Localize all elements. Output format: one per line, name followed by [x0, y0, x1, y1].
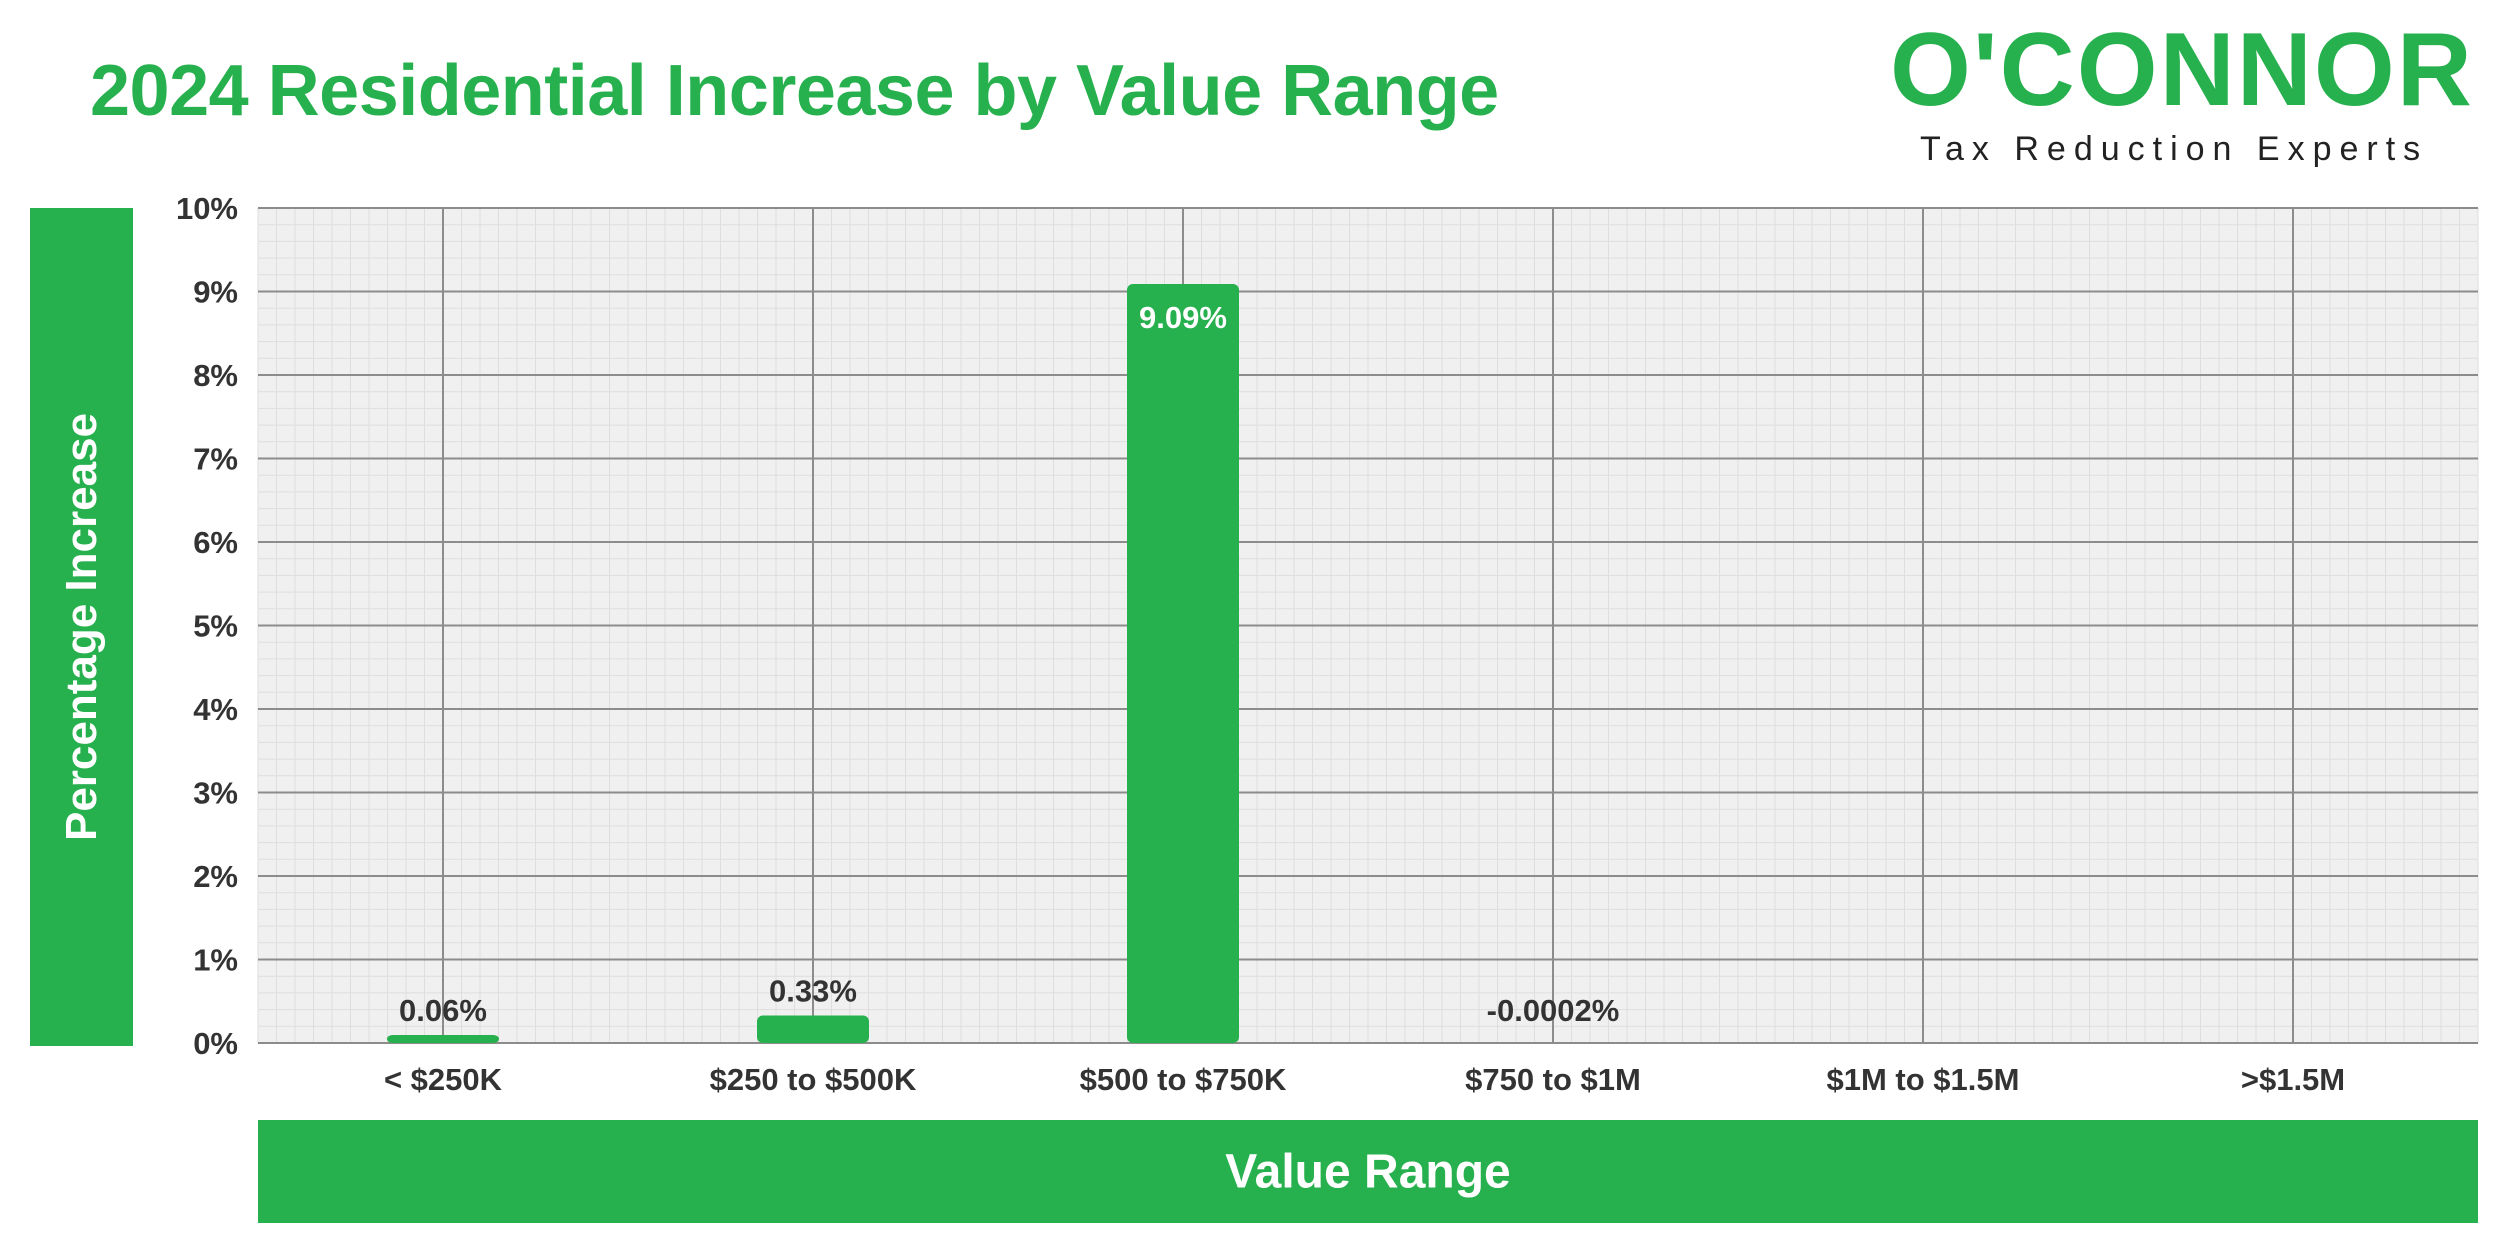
- y-axis-title-band: Percentage Increase: [30, 208, 133, 1046]
- y-tick-label: 8%: [193, 358, 238, 393]
- y-tick-label: 5%: [193, 609, 238, 644]
- y-tick-label: 1%: [193, 943, 238, 978]
- logo-tagline: Tax Reduction Experts: [1920, 130, 2429, 168]
- x-tick-label: >$1.5M: [2241, 1062, 2345, 1097]
- x-tick-label: $750 to $1M: [1465, 1062, 1641, 1097]
- y-tick-label: 10%: [176, 191, 238, 226]
- bar: [757, 1015, 869, 1043]
- y-tick-label: 0%: [193, 1026, 238, 1061]
- data-label: 9.09%: [1139, 300, 1227, 335]
- x-tick-label: $500 to $750K: [1080, 1062, 1287, 1097]
- y-tick-label: 7%: [193, 442, 238, 477]
- y-tick-label: 2%: [193, 859, 238, 894]
- x-tick-label: $1M to $1.5M: [1827, 1062, 2020, 1097]
- x-axis-title: Value Range: [1225, 1145, 1511, 1198]
- company-logo: O'CONNOR Tax Reduction Experts: [1890, 18, 2472, 168]
- x-tick-label: $250 to $500K: [710, 1062, 917, 1097]
- data-label: -0.0002%: [1487, 993, 1620, 1028]
- x-tick-label: < $250K: [384, 1062, 503, 1097]
- data-label: 0.33%: [769, 973, 857, 1008]
- data-label: 0.06%: [399, 993, 487, 1028]
- bar: [387, 1035, 499, 1043]
- y-tick-label: 4%: [193, 692, 238, 727]
- chart-title: 2024 Residential Increase by Value Range: [90, 51, 1499, 131]
- y-tick-label: 9%: [193, 275, 238, 310]
- x-axis-title-band: Value Range: [258, 1120, 2478, 1223]
- y-tick-label: 3%: [193, 776, 238, 811]
- logo-wordmark: O'CONNOR: [1890, 12, 2474, 128]
- bar: [1127, 283, 1239, 1043]
- y-tick-label: 6%: [193, 525, 238, 560]
